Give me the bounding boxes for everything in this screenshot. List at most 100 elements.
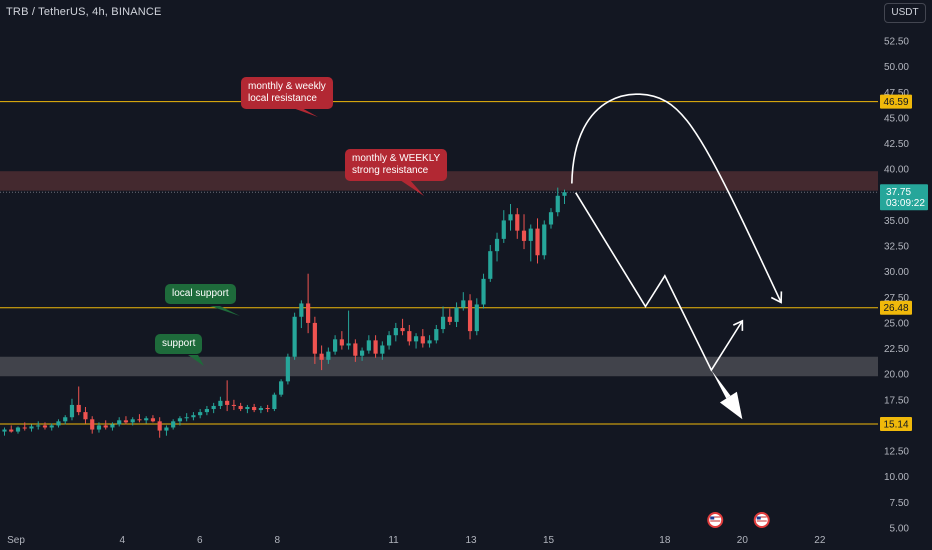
candle-body — [15, 427, 21, 432]
candle-body — [90, 419, 95, 430]
candle — [204, 405, 210, 416]
candle-body — [117, 420, 122, 425]
candle-body — [56, 421, 61, 426]
candle — [333, 335, 338, 355]
candle — [306, 273, 311, 334]
candle-body — [326, 351, 331, 360]
candle — [353, 339, 358, 362]
callout-strong-resistance-pointer — [400, 180, 424, 196]
candle-body — [2, 429, 7, 432]
candle — [117, 417, 122, 427]
candle — [177, 416, 183, 426]
candle — [90, 416, 95, 434]
candle-body — [373, 340, 378, 354]
candle — [42, 422, 48, 430]
candle-body — [96, 425, 102, 430]
candle — [562, 189, 567, 205]
candle-body — [49, 425, 54, 428]
candle-body — [312, 322, 317, 354]
candle — [285, 353, 290, 385]
candle — [238, 402, 243, 412]
candle-body — [76, 404, 81, 413]
candle-body — [548, 212, 554, 225]
y-tick-label: 52.50 — [884, 37, 909, 48]
callout-local-resistance-line2: local resistance — [248, 93, 317, 104]
candle-body — [528, 228, 533, 241]
candle-body — [515, 214, 520, 231]
current-price-countdown: 03:09:22 — [886, 198, 925, 209]
x-tick-label: 20 — [737, 535, 749, 546]
x-tick-label: 11 — [388, 535, 399, 546]
candle — [427, 335, 432, 348]
candle-body — [562, 192, 567, 196]
candle-body — [150, 418, 156, 422]
candle-body — [393, 328, 398, 336]
candle-body — [346, 343, 351, 346]
currency-button[interactable]: USDT — [884, 3, 926, 23]
candle-body — [339, 339, 344, 346]
candle-body — [555, 195, 560, 213]
candle — [380, 341, 385, 360]
candle — [339, 331, 344, 350]
candle — [258, 405, 263, 414]
candle — [83, 406, 88, 424]
candle — [9, 425, 14, 433]
candle-body — [171, 421, 176, 428]
candle-body — [386, 335, 392, 346]
candle — [137, 414, 142, 423]
candle — [434, 324, 439, 344]
candle-body — [366, 340, 371, 351]
candle-body — [279, 381, 284, 395]
x-tick-label: 13 — [466, 535, 478, 546]
candle-body — [225, 400, 230, 405]
candle — [542, 220, 547, 260]
callout-local-resistance-line1: monthly & weekly — [248, 81, 326, 92]
candle — [130, 417, 135, 426]
candle — [184, 413, 189, 422]
candle — [521, 214, 527, 250]
candle-body — [184, 417, 189, 419]
event-flag-stripe — [756, 518, 767, 520]
candle-body — [454, 307, 459, 322]
candle-body — [292, 316, 297, 357]
candle-body — [258, 408, 263, 411]
candle — [225, 380, 230, 412]
candle — [2, 427, 7, 436]
projection-drop-shaft — [711, 370, 731, 399]
candle — [36, 421, 41, 430]
candle-body — [420, 336, 425, 344]
candle-body — [9, 429, 14, 432]
price-tag-bg — [880, 300, 912, 315]
candle — [171, 419, 176, 430]
x-tick-label: 18 — [659, 535, 671, 546]
candle — [123, 416, 129, 425]
event-flag-icon[interactable] — [753, 512, 770, 528]
candle-body — [130, 419, 135, 423]
y-tick-label: 12.50 — [884, 447, 909, 458]
candle-body — [542, 224, 547, 256]
candle — [366, 335, 371, 354]
event-flag-canton — [756, 516, 761, 520]
candle — [548, 208, 554, 229]
candle-body — [252, 406, 257, 411]
candle-body — [400, 328, 405, 332]
candle — [528, 224, 533, 262]
candle-body — [353, 343, 358, 356]
x-tick-label: Sep — [7, 535, 25, 546]
event-flag-inner — [755, 514, 768, 526]
candle-body — [285, 356, 290, 382]
event-flag-icon[interactable] — [707, 512, 724, 528]
candle — [447, 308, 452, 325]
x-tick-label: 15 — [543, 535, 555, 546]
event-flag-stripe — [710, 516, 721, 518]
candle-body — [36, 425, 41, 427]
callout-local-resistance-pointer — [290, 107, 318, 117]
x-tick-label: 8 — [275, 535, 281, 546]
projection-arc-path — [571, 93, 782, 303]
x-tick-label: 6 — [197, 535, 203, 546]
candle-body — [177, 418, 183, 422]
candle-body — [198, 412, 203, 416]
y-tick-label: 25.00 — [884, 318, 909, 329]
candle-body — [427, 340, 432, 344]
